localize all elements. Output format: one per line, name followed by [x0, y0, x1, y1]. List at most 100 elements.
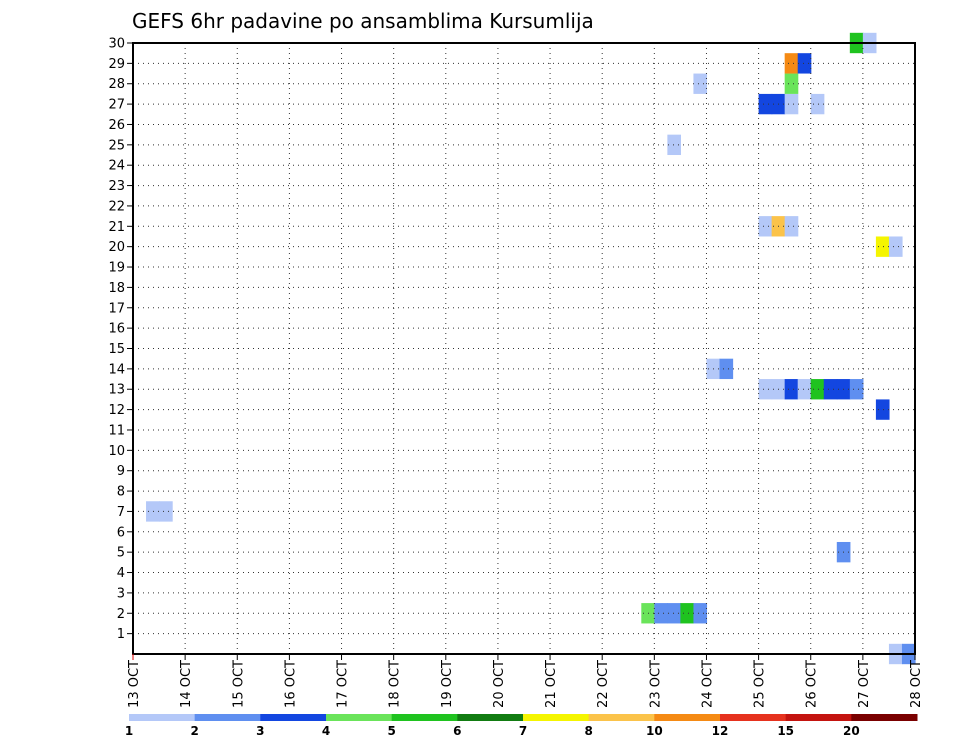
heatmap-cell: [758, 216, 773, 237]
heatmap-cell: [146, 501, 160, 522]
y-tick-label: 11: [108, 423, 125, 438]
colorbar-label: 4: [322, 724, 330, 738]
y-tick-label: 16: [108, 322, 125, 337]
x-tick-label: 22 OCT: [596, 660, 611, 708]
colorbar-label: 1: [125, 724, 133, 738]
heatmap-cell: [888, 236, 903, 257]
y-tick-label: 21: [108, 220, 125, 235]
colorbar-swatch: [260, 714, 327, 721]
x-tick-label: 19 OCT: [440, 660, 455, 708]
x-tick-label: 25 OCT: [753, 660, 768, 708]
colorbar-swatch: [129, 714, 196, 721]
y-tick-label: 4: [117, 566, 125, 581]
y-tick-label: 25: [108, 138, 125, 153]
heatmap-cells: [146, 32, 916, 665]
y-tick-label: 19: [108, 261, 125, 276]
colorbar-label: 2: [190, 724, 198, 738]
heatmap-cell: [784, 93, 799, 115]
chart-title: GEFS 6hr padavine po ansamblima Kursumli…: [132, 9, 594, 33]
colorbar-label: 7: [519, 724, 527, 738]
heatmap-cell: [784, 53, 799, 74]
y-tick-label: 10: [108, 444, 125, 459]
y-tick-label: 26: [108, 118, 125, 133]
heatmap-cell: [654, 603, 668, 624]
y-tick-label: 17: [108, 301, 125, 316]
heatmap-cell: [875, 236, 890, 257]
heatmap-cell: [849, 379, 864, 400]
y-tick-label: 1: [117, 627, 125, 642]
heatmap-cell: [810, 379, 825, 400]
colorbar-label: 15: [777, 724, 794, 738]
heatmap-cell: [875, 399, 890, 420]
x-tick-label: 26 OCT: [805, 660, 820, 708]
y-tick-label: 24: [108, 159, 125, 174]
colorbar-swatch: [785, 714, 852, 721]
x-tick-label: 15 OCT: [231, 660, 246, 708]
x-tick-label: 17 OCT: [336, 660, 351, 708]
y-tick-label: 22: [108, 199, 125, 214]
y-tick-label: 15: [108, 342, 125, 357]
heatmap-cell: [667, 603, 681, 624]
heatmap-cell: [667, 134, 681, 156]
heatmap-cell: [719, 358, 734, 380]
colorbar-label: 6: [453, 724, 461, 738]
y-tick-label: 30: [108, 37, 125, 52]
colorbar-label: 10: [646, 724, 663, 738]
heatmap-cell: [159, 501, 173, 522]
colorbar-swatch: [720, 714, 787, 721]
heatmap-cell: [797, 53, 812, 74]
y-tick-label: 7: [117, 505, 125, 520]
y-tick-label: 28: [108, 77, 125, 92]
colorbar-swatch: [523, 714, 590, 721]
y-tick-label: 6: [117, 525, 125, 540]
colorbar-label: 8: [584, 724, 592, 738]
x-tick-label: 24 OCT: [700, 660, 715, 708]
colorbar-swatch: [851, 714, 918, 721]
y-tick-label: 9: [117, 464, 125, 479]
x-tick-label: 28 OCT: [909, 660, 924, 708]
heatmap-cell: [693, 73, 708, 94]
x-tick-label: 16 OCT: [283, 660, 298, 708]
x-tick-label: 13 OCT: [127, 660, 142, 708]
colorbar-swatch: [457, 714, 524, 721]
gridlines: [133, 43, 915, 654]
heatmap-cell: [797, 379, 812, 400]
y-tick-label: 14: [108, 362, 125, 377]
y-tick-label: 29: [108, 57, 125, 72]
y-tick-label: 8: [117, 485, 125, 500]
x-tick-label: 14 OCT: [179, 660, 194, 708]
heatmap-cell: [784, 379, 799, 400]
colorbar-label: 20: [843, 724, 860, 738]
colorbar-swatch: [194, 714, 261, 721]
y-tick-label: 13: [108, 383, 125, 398]
colorbar-swatch: [654, 714, 721, 721]
heatmap-cell: [784, 216, 799, 237]
y-tick-label: 2: [117, 607, 125, 622]
x-tick-label: 18 OCT: [388, 660, 403, 708]
y-tick-label: 3: [117, 586, 125, 601]
heatmap-cell: [810, 93, 825, 115]
colorbar-swatch: [391, 714, 458, 721]
y-tick-label: 5: [117, 546, 125, 561]
x-tick-label: 20 OCT: [492, 660, 507, 708]
y-axis: 1234567891011121314151617181920212223242…: [108, 37, 133, 642]
heatmap-cell: [758, 379, 773, 400]
heatmap-cell: [784, 73, 799, 94]
colorbar-label: 3: [256, 724, 264, 738]
x-tick-label: 21 OCT: [544, 660, 559, 708]
colorbar-label: 5: [387, 724, 395, 738]
heatmap-cell: [680, 603, 695, 624]
x-tick-label: 23 OCT: [648, 660, 663, 708]
x-axis: 13 OCT 14 OCT 15 OCT 16 OCT 17 OCT 18 OCT 19 O…: [127, 654, 924, 708]
y-tick-label: 12: [108, 403, 125, 418]
colorbar-swatch: [588, 714, 655, 721]
heatmap-cell: [758, 93, 773, 115]
x-tick-label: 27 OCT: [857, 660, 872, 708]
y-tick-label: 23: [108, 179, 125, 194]
y-tick-label: 20: [108, 240, 125, 255]
heatmap-cell: [823, 379, 838, 400]
colorbar: 1 2 3 4 5 6 7 8 10 12 15 20: [125, 714, 918, 738]
heatmap-cell: [693, 603, 708, 624]
y-tick-label: 18: [108, 281, 125, 296]
colorbar-swatch: [326, 714, 393, 721]
